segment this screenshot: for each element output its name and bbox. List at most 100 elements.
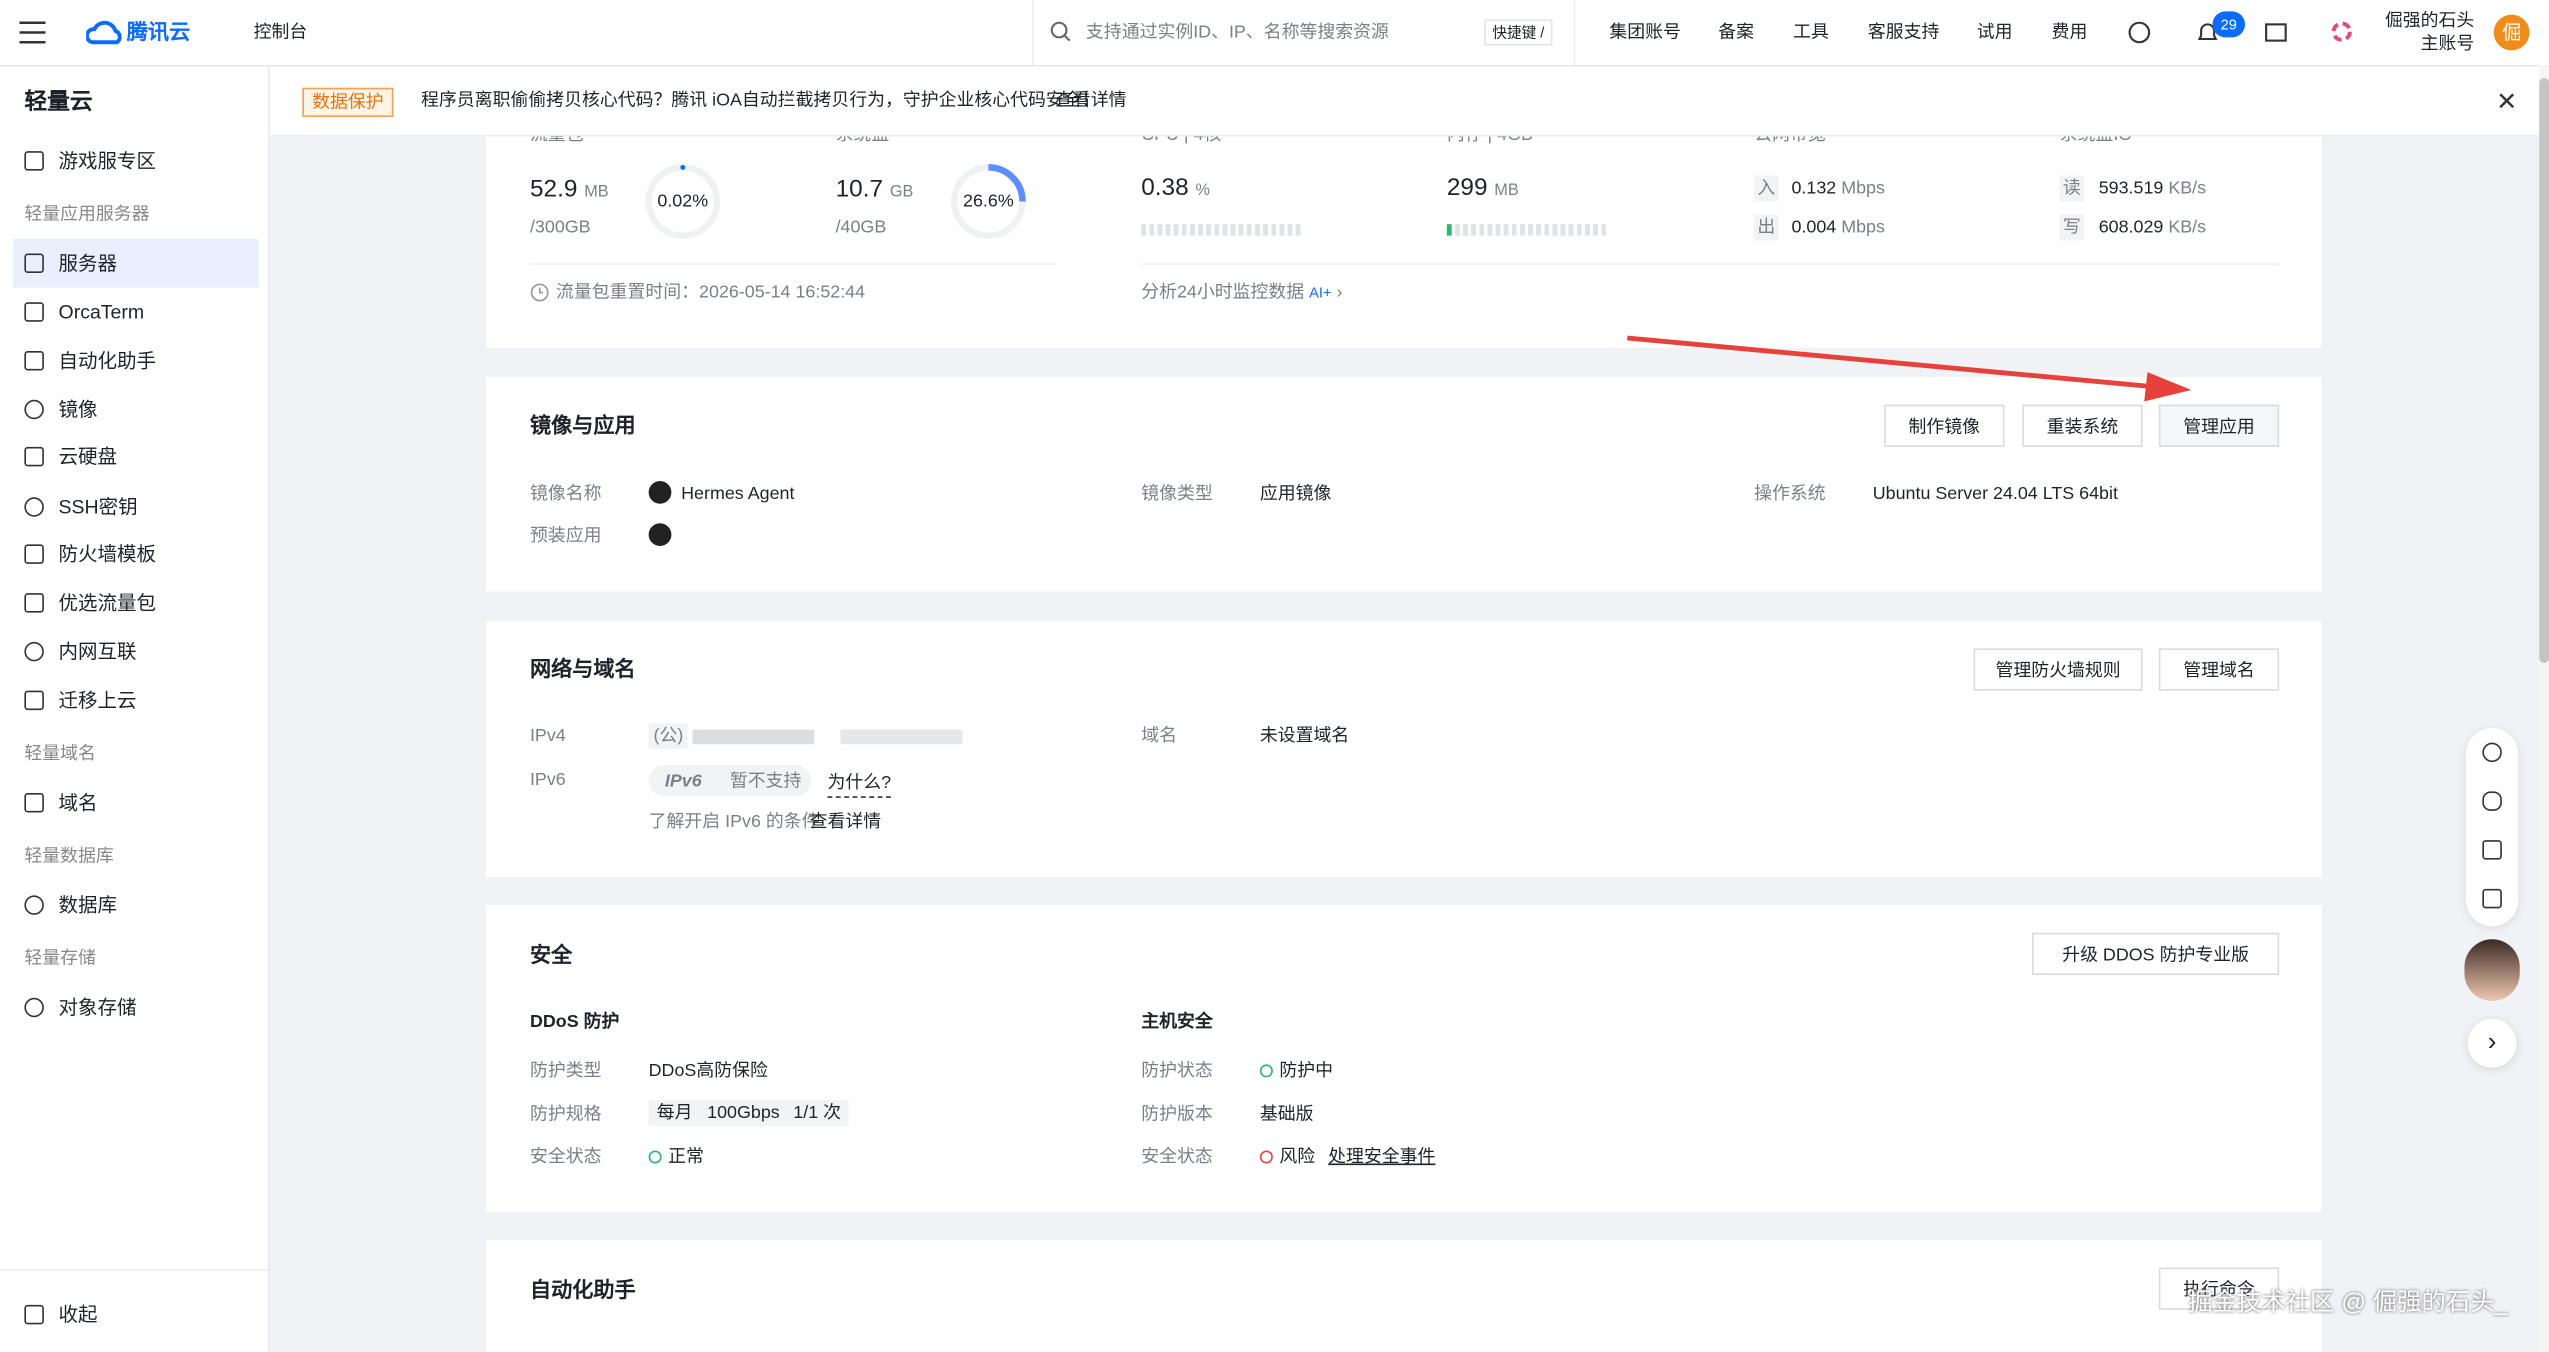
unit: GB — [889, 183, 914, 202]
metric-value: 608.029 KB/s — [2099, 215, 2206, 241]
field-label: 防护类型 — [529, 1061, 602, 1081]
assistant-avatar[interactable] — [2464, 939, 2520, 1001]
tool-icon[interactable] — [2482, 840, 2502, 860]
cart-icon[interactable] — [2265, 21, 2288, 44]
nav-item[interactable]: 对象存储 — [58, 996, 137, 1019]
nav-item[interactable]: 集团账号 — [1609, 22, 1681, 43]
field-label: 镜像类型 — [1141, 484, 1213, 504]
button[interactable]: 管理域名 — [2158, 648, 2280, 691]
console-link[interactable]: 控制台 — [253, 22, 308, 43]
card-title: 安全 — [529, 942, 573, 967]
value: 299 — [1446, 173, 1488, 202]
metric-value: 299 MB — [1446, 173, 1519, 205]
why-link[interactable]: 为什么? — [827, 770, 892, 798]
card-title: 自动化助手 — [529, 1277, 636, 1302]
app-icon — [648, 523, 672, 546]
nav-item[interactable]: 迁移上云 — [58, 689, 137, 712]
item-icon — [24, 497, 44, 517]
nav-item[interactable]: 试用 — [1976, 22, 2013, 43]
nav-item[interactable]: 防火墙模板 — [58, 542, 157, 566]
nav-item[interactable]: 云硬盘 — [58, 445, 118, 468]
card-title: 网络与域名 — [529, 656, 636, 681]
item-icon — [24, 351, 44, 371]
search[interactable]: 支持通过实例ID、IP、名称等搜索资源 快捷键 / — [1032, 0, 1576, 65]
nav-item[interactable]: 备案 — [1718, 22, 1755, 43]
app-icon[interactable] — [2330, 20, 2354, 44]
security-card: 安全 升级 DDOS 防护专业版 DDoS 防护 防护类型 DDoS高防保险 防… — [486, 905, 2322, 1213]
detail-link[interactable]: 查看详情 — [809, 812, 882, 833]
button[interactable]: 管理防火墙规则 — [1973, 648, 2143, 691]
nav-item[interactable]: 优选流量包 — [58, 591, 157, 615]
nav-item[interactable]: SSH密钥 — [58, 495, 138, 519]
button[interactable]: 制作镜像 — [1884, 404, 2005, 447]
collapse[interactable]: 收起 — [58, 1303, 98, 1326]
item-icon — [24, 641, 44, 662]
unit: Mbps — [1841, 217, 1885, 238]
avatar[interactable]: 倔 — [2493, 14, 2530, 51]
usage-fill — [1446, 224, 1452, 236]
nav-item[interactable]: 内网互联 — [58, 640, 137, 663]
field-label: 安全状态 — [529, 1147, 602, 1167]
button[interactable]: 管理应用 — [2158, 404, 2280, 447]
status-dot — [648, 1150, 662, 1164]
expand-button[interactable]: › — [2467, 1018, 2517, 1068]
field-value: Ubuntu Server 24.04 LTS 64bit — [1872, 484, 2118, 504]
nav-item[interactable]: 服务器 — [58, 251, 118, 275]
banner-link[interactable]: 查看详情 — [1055, 91, 1127, 111]
button[interactable]: 重装系统 — [2022, 404, 2143, 447]
metric-value: 52.9 MB — [529, 175, 609, 206]
tool-icon[interactable] — [2482, 791, 2502, 811]
tool-icon[interactable] — [2482, 742, 2502, 763]
value: 10.7 — [835, 175, 884, 204]
nav-item[interactable]: 镜像 — [58, 398, 98, 421]
scroll-thumb[interactable] — [2539, 78, 2549, 663]
collapse-icon — [24, 1304, 44, 1325]
item-icon — [24, 302, 44, 322]
nav-item[interactable]: 自动化助手 — [58, 349, 157, 373]
metric-total: /40GB — [835, 217, 887, 238]
menu-icon[interactable] — [19, 21, 46, 44]
analyze-link[interactable]: 分析24小时监控数据 AI+ › — [1141, 282, 1343, 303]
logo[interactable]: 腾讯云 — [126, 19, 191, 44]
field-label: 安全状态 — [1141, 1147, 1213, 1167]
user-name[interactable]: 倔强的石头 — [2384, 11, 2475, 31]
nav-item[interactable]: 数据库 — [58, 893, 118, 917]
tag: 入 — [1754, 175, 1779, 202]
security-link[interactable]: 处理安全事件 — [1328, 1147, 1436, 1167]
metric-value: 10.7 GB — [835, 175, 914, 206]
status-dot — [1259, 1150, 1273, 1164]
section-title: 主机安全 — [1141, 1012, 1213, 1032]
value: 52.9 — [529, 175, 578, 204]
metric-value: 0.004 Mbps — [1791, 215, 1884, 241]
metric-value: 593.519 KB/s — [2099, 176, 2206, 202]
clock-icon — [530, 283, 549, 302]
annotation-arrow — [1627, 335, 2192, 402]
nav-item[interactable]: 域名 — [58, 791, 98, 815]
banner-tag: 数据保护 — [302, 87, 394, 117]
domain-link[interactable]: 未设置域名 — [1259, 726, 1350, 746]
field-label: 防护状态 — [1141, 1061, 1213, 1081]
value: 593.519 — [2098, 178, 2164, 199]
field-value: 应用镜像 — [1259, 484, 1332, 504]
nav-item[interactable]: 工具 — [1793, 22, 1829, 43]
button[interactable]: 升级 DDOS 防护专业版 — [2032, 932, 2280, 975]
value: 0.004 — [1791, 217, 1837, 238]
scrollbar — [2539, 65, 2549, 1352]
nav-item[interactable]: 游戏服专区 — [58, 149, 157, 173]
field-label: 操作系统 — [1754, 484, 1826, 504]
nav-item[interactable]: 费用 — [2051, 22, 2088, 43]
tool-icon[interactable] — [2482, 888, 2502, 909]
image-card: 镜像与应用 制作镜像 重装系统 管理应用 镜像名称 Hermes Agent 镜… — [486, 377, 2322, 592]
masked-ip — [840, 729, 963, 745]
value: 608.029 — [2098, 217, 2164, 238]
nav-item[interactable]: 客服支持 — [1867, 22, 1940, 43]
close-icon[interactable] — [2499, 93, 2515, 109]
nav-item[interactable]: OrcaTerm — [58, 300, 145, 324]
item-icon — [24, 544, 44, 564]
item-icon — [24, 151, 44, 171]
help-icon[interactable] — [2128, 21, 2151, 44]
automation-card: 自动化助手 执行命令 — [486, 1239, 2322, 1352]
ipv6-pill — [648, 765, 812, 797]
button[interactable]: 执行命令 — [2158, 1267, 2280, 1310]
field-value: Hermes Agent — [681, 484, 795, 504]
